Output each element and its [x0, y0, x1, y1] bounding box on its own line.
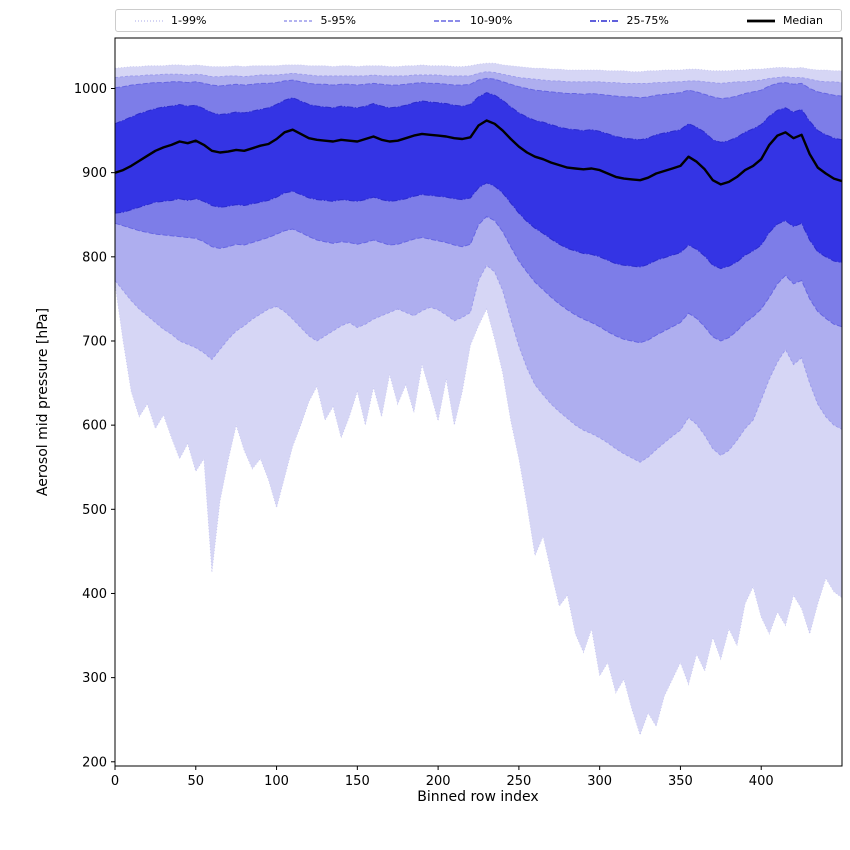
legend-label: 10-90%	[469, 14, 513, 27]
legend-line-sample-icon	[135, 19, 163, 22]
p90-boundary-line	[115, 77, 842, 100]
y-tick-label: 200	[82, 755, 107, 770]
p5-boundary-line	[115, 264, 842, 463]
p10-boundary-line	[115, 215, 842, 344]
band-25-75%	[115, 92, 842, 269]
median-line	[115, 119, 842, 186]
y-tick-label: 1000	[74, 82, 107, 97]
x-tick-label: 100	[264, 774, 289, 789]
y-tick-label: 300	[82, 671, 107, 686]
legend-item-25-75%: 25-75%	[589, 14, 669, 27]
y-tick-label: 800	[82, 250, 107, 265]
y-tick-label: 900	[82, 166, 107, 181]
legend: 1-99% 5-95% 10-90% 25-75% Median	[115, 9, 842, 32]
legend-line-sample-icon	[433, 19, 462, 22]
legend-line-sample-icon	[590, 19, 619, 22]
percentile-bands	[115, 62, 842, 737]
y-tick-label: 600	[82, 419, 107, 434]
y-tick-label: 500	[82, 503, 107, 518]
p95-boundary-line	[115, 71, 842, 84]
x-tick-label: 50	[188, 774, 205, 789]
legend-label: Median	[782, 14, 823, 27]
y-tick-label: 400	[82, 587, 107, 602]
x-tick-label: 350	[668, 774, 693, 789]
y-tick-label: 700	[82, 334, 107, 349]
legend-label: 1-99%	[171, 14, 207, 27]
x-tick-label: 150	[345, 774, 370, 789]
legend-label: 25-75%	[626, 14, 669, 27]
x-tick-label: 250	[506, 774, 531, 789]
x-tick-label: 400	[749, 774, 774, 789]
legend-line-sample-icon	[284, 19, 313, 22]
legend-item-1-99%: 1-99%	[134, 14, 206, 27]
y-axis-label: Aerosol mid pressure [hPa]	[35, 308, 51, 496]
x-tick-label: 300	[587, 774, 612, 789]
x-tick-label: 200	[426, 774, 451, 789]
legend-line-sample-icon	[746, 19, 775, 22]
legend-item-10-90%: 10-90%	[433, 14, 512, 27]
p75-boundary-line	[115, 92, 842, 143]
p25-boundary-line	[115, 182, 842, 270]
p1-boundary-line	[115, 283, 842, 737]
legend-item-median: Median	[746, 14, 823, 27]
x-axis-label: Binned row index	[417, 789, 538, 805]
legend-label: 5-95%	[320, 14, 356, 27]
legend-item-5-95%: 5-95%	[283, 14, 356, 27]
plot-border	[114, 37, 843, 767]
x-tick-label: 0	[111, 774, 119, 789]
